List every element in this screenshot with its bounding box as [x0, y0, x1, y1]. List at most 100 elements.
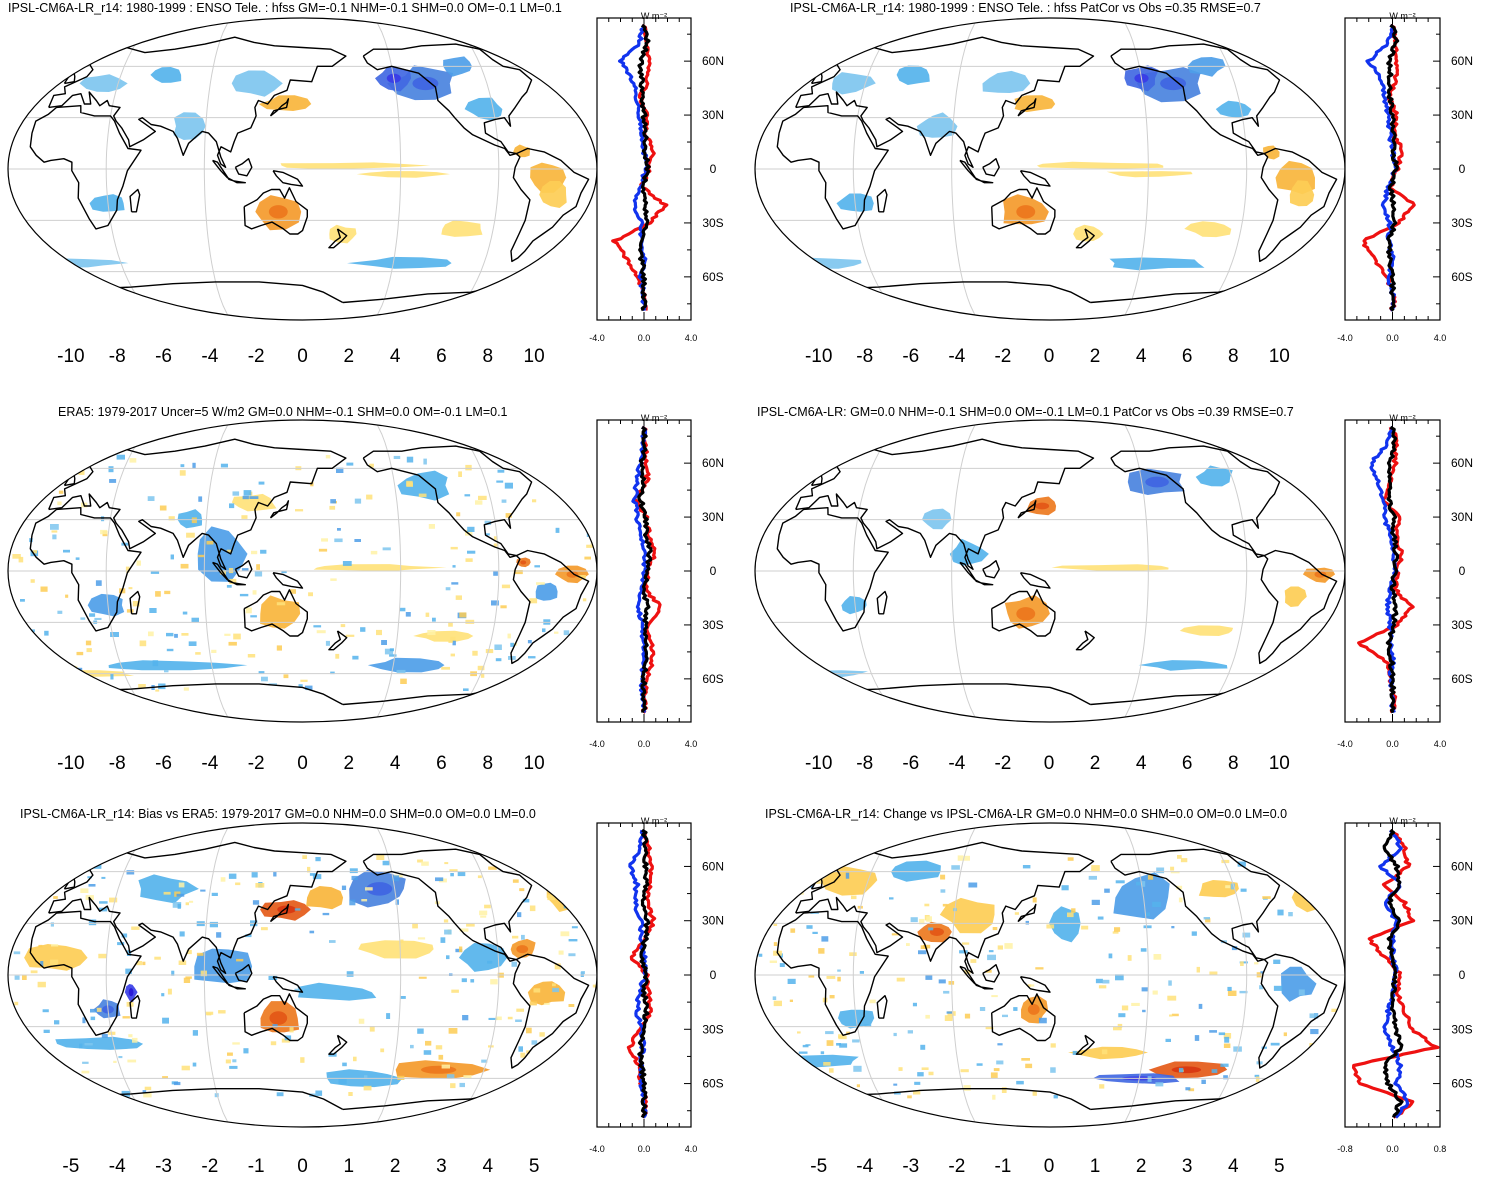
profile-xtick-label: 4.0	[685, 1144, 698, 1154]
anomaly-speck	[427, 630, 436, 636]
coastline-borneo	[982, 158, 1000, 177]
anomaly-speck	[376, 629, 382, 636]
coastline-indonesia	[212, 561, 246, 586]
anomaly-speck	[400, 607, 406, 612]
anomaly-patch	[297, 982, 377, 1001]
lat-label: 60S	[702, 672, 723, 686]
anomaly-patch	[1073, 224, 1104, 242]
anomaly-speck	[206, 540, 214, 545]
panel-p3: ERA5: 1979-2017 Uncer=5 W/m2 GM=0.0 NHM=…	[7, 405, 724, 774]
lat-label: 0	[710, 162, 717, 176]
anomaly-speck	[302, 855, 307, 859]
meridian-line	[951, 420, 982, 722]
anomaly-speck	[1021, 1058, 1030, 1061]
anomaly-field	[28, 56, 567, 269]
anomaly-speck	[51, 944, 59, 947]
anomaly-speck	[283, 674, 289, 679]
anomaly-speck	[818, 1079, 824, 1085]
anomaly-speck	[785, 1073, 795, 1078]
anomaly-speck	[235, 882, 241, 886]
anomaly-speck	[1237, 861, 1246, 867]
anomaly-speck	[125, 968, 132, 974]
anomaly-speck	[276, 1092, 284, 1097]
anomaly-speck	[1331, 1008, 1338, 1012]
anomaly-speck	[1146, 912, 1151, 917]
anomaly-speck	[87, 1095, 92, 1099]
anomaly-speck	[129, 458, 137, 463]
anomaly-speck	[1178, 1067, 1184, 1073]
coastline-australia	[243, 187, 308, 235]
anomaly-speck	[1004, 943, 1013, 949]
anomaly-speck	[177, 903, 181, 909]
anomaly-speck	[542, 628, 546, 633]
anomaly-speck	[477, 665, 485, 671]
anomaly-speck	[1169, 1014, 1173, 1017]
anomaly-speck	[790, 928, 796, 933]
anomaly-speck	[1038, 1017, 1047, 1024]
anomaly-speck	[1223, 1043, 1231, 1048]
anomaly-speck	[384, 648, 394, 655]
profile-line-black	[637, 23, 651, 312]
anomaly-speck	[1180, 858, 1188, 863]
anomaly-speck	[465, 558, 473, 562]
colorbar-label: 6	[436, 753, 447, 774]
anomaly-speck	[198, 496, 203, 502]
anomaly-patch	[89, 194, 125, 212]
anomaly-speck	[852, 1039, 860, 1043]
colorbar-label: -6	[902, 753, 919, 774]
anomaly-speck	[166, 648, 174, 652]
coastline-newguinea	[1019, 976, 1051, 993]
anomaly-speck	[1156, 867, 1165, 874]
anomaly-speck	[172, 902, 182, 908]
anomaly-speck	[521, 934, 525, 940]
anomaly-speck	[239, 593, 249, 597]
anomaly-speck	[258, 481, 265, 485]
anomaly-speck	[823, 865, 830, 871]
coastline-borneo	[982, 964, 1000, 983]
anomaly-speck	[787, 978, 796, 984]
coastline-newguinea	[1019, 572, 1051, 589]
anomaly-speck	[245, 934, 252, 938]
anomaly-speck	[1152, 990, 1158, 995]
coastline-madagascar	[129, 995, 141, 1019]
anomaly-speck	[1170, 866, 1175, 871]
anomaly-speck	[243, 1048, 249, 1054]
anomaly-patch	[79, 74, 128, 92]
anomaly-speck	[1072, 1050, 1078, 1055]
anomaly-patch	[841, 596, 867, 615]
anomaly-speck	[923, 944, 931, 949]
anomaly-speck	[81, 854, 88, 859]
anomaly-speck	[942, 903, 948, 907]
graticule	[755, 420, 1345, 722]
anomaly-speck	[251, 550, 258, 555]
anomaly-core	[1035, 502, 1050, 510]
anomaly-speck	[970, 959, 977, 963]
anomaly-speck	[944, 1015, 953, 1021]
anomaly-speck	[276, 645, 282, 651]
anomaly-speck	[497, 469, 505, 473]
anomaly-speck	[53, 896, 58, 899]
lat-label: 30N	[702, 510, 724, 524]
lat-label: 0	[710, 968, 717, 982]
map-area	[755, 18, 1345, 320]
anomaly-speck	[241, 515, 248, 519]
anomaly-speck	[31, 629, 35, 632]
colorbar-label: 2	[1090, 753, 1101, 774]
anomaly-speck	[50, 959, 59, 966]
colorbar-label: -8	[109, 753, 126, 774]
coastline-newguinea	[272, 170, 304, 187]
anomaly-speck	[798, 1051, 808, 1054]
anomaly-speck	[171, 970, 175, 976]
anomaly-speck	[38, 944, 43, 948]
anomaly-speck	[818, 948, 825, 954]
anomaly-speck	[53, 690, 59, 695]
anomaly-speck	[252, 590, 257, 595]
anomaly-speck	[563, 630, 570, 636]
anomaly-speck	[500, 605, 507, 609]
anomaly-speck	[1091, 899, 1100, 905]
anomaly-speck	[191, 617, 199, 623]
anomaly-speck	[1242, 932, 1251, 938]
anomaly-speck	[164, 670, 169, 673]
anomaly-speck	[196, 952, 204, 956]
anomaly-speck	[52, 534, 57, 540]
